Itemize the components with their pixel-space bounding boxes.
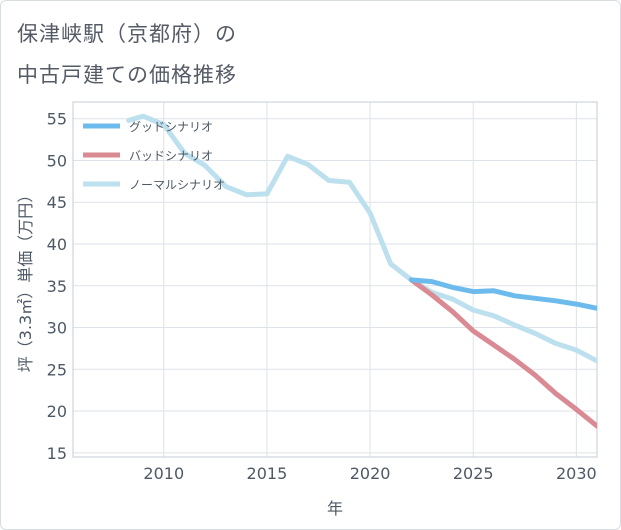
legend-label: グッドシナリオ bbox=[129, 120, 213, 134]
x-tick-label: 2020 bbox=[350, 464, 391, 483]
y-tick-label: 15 bbox=[47, 444, 67, 463]
y-tick-label: 20 bbox=[47, 402, 67, 421]
y-tick-label: 45 bbox=[47, 193, 67, 212]
x-tick-labels: 2010 2015 2020 2025 2030 bbox=[143, 464, 596, 483]
legend-label: ノーマルシナリオ bbox=[129, 178, 225, 192]
y-tick-label: 25 bbox=[47, 360, 67, 379]
series-line-2 bbox=[126, 113, 597, 364]
y-axis-label: 坪（3.3㎡）単価（万円） bbox=[16, 187, 35, 372]
y-tick-label: 30 bbox=[47, 319, 67, 338]
y-tick-label: 35 bbox=[47, 277, 67, 296]
x-tick-label: 2010 bbox=[143, 464, 184, 483]
grid-lines bbox=[73, 102, 597, 457]
y-tick-label: 50 bbox=[47, 151, 67, 170]
x-axis-label: 年 bbox=[327, 499, 343, 518]
series-line-0 bbox=[408, 277, 597, 311]
x-tick-label: 2015 bbox=[247, 464, 288, 483]
chart-title-line-2: 中古戸建ての価格推移 bbox=[17, 63, 237, 87]
x-tick-label: 2025 bbox=[453, 464, 494, 483]
series-lines bbox=[126, 113, 597, 429]
y-tick-label: 40 bbox=[47, 235, 67, 254]
legend-label: バッドシナリオ bbox=[129, 149, 213, 163]
y-tick-labels: 15 20 25 30 35 40 45 50 55 bbox=[47, 110, 67, 463]
chart-title-line-1: 保津峡駅（京都府）の bbox=[17, 22, 237, 46]
y-tick-label: 55 bbox=[47, 110, 67, 129]
plot-frame bbox=[72, 101, 598, 458]
x-tick-label: 2030 bbox=[556, 464, 597, 483]
series-line-1 bbox=[408, 277, 597, 429]
